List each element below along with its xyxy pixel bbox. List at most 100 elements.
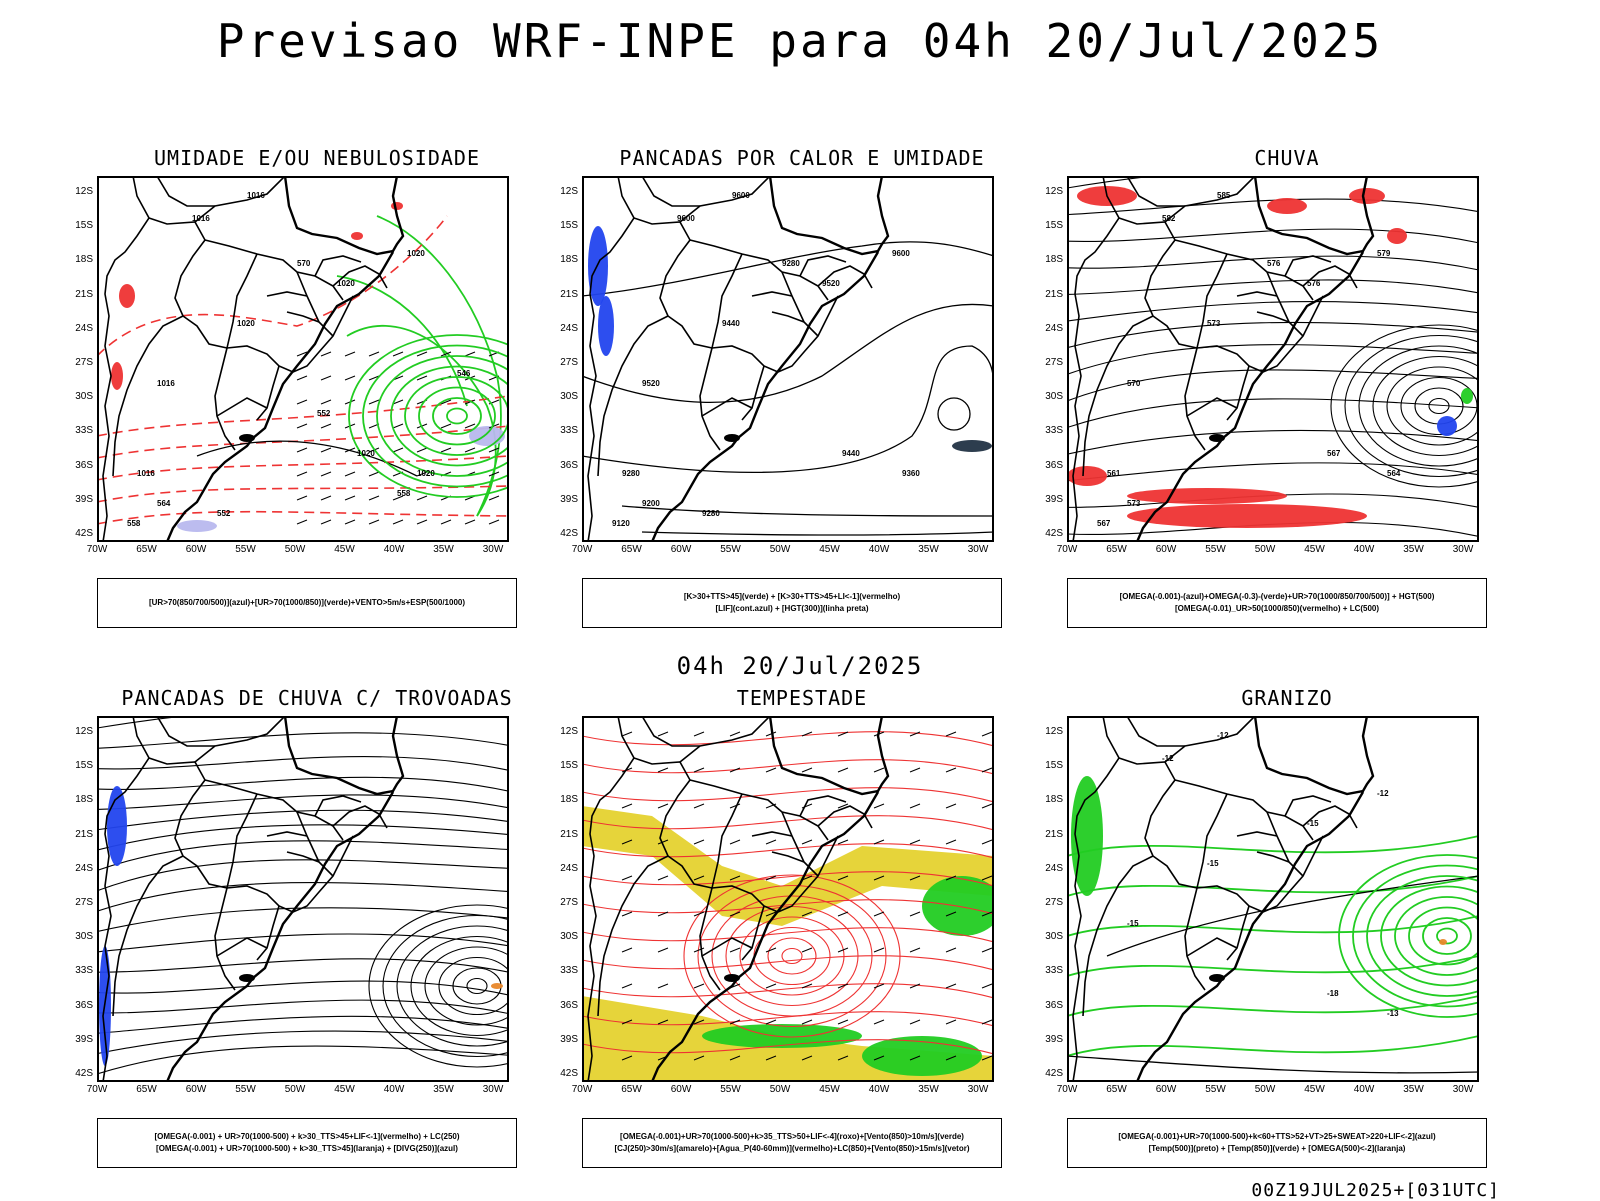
wind-vector	[368, 351, 380, 357]
red-streamline	[582, 1011, 994, 1027]
longitude-label: 45W	[1304, 1084, 1325, 1095]
wind-vector	[440, 399, 452, 405]
wind-vector	[464, 519, 476, 525]
longitude-label: 30W	[482, 544, 504, 555]
wind-vector	[296, 375, 308, 381]
temp850-contour	[1338, 854, 1479, 1018]
wind-vector	[909, 767, 921, 773]
contour-label: 9440	[722, 319, 740, 328]
red-humidity-area	[119, 284, 135, 308]
longitude-label: 30W	[967, 1084, 989, 1095]
latitude-label: 36S	[1045, 999, 1063, 1011]
country-border	[1118, 217, 1198, 349]
wind-vector	[981, 839, 993, 845]
streamline	[97, 824, 509, 851]
country-border	[226, 253, 258, 349]
country-border	[1082, 855, 1154, 1017]
wind-vector	[945, 767, 957, 773]
wind-vector	[981, 875, 993, 881]
longitude-label: 35W	[1403, 1084, 1424, 1095]
hgt300-contour	[582, 303, 994, 403]
country-border	[711, 295, 839, 373]
country-border	[1266, 271, 1304, 337]
wind-vector	[392, 495, 404, 501]
red-thickness-contour	[97, 425, 509, 459]
contour-label: 564	[157, 499, 171, 508]
longitude-label: 50W	[284, 544, 306, 555]
country-border	[741, 365, 765, 421]
wind-vector	[837, 731, 849, 737]
contour-label: -15	[1127, 919, 1139, 928]
country-border	[204, 239, 344, 301]
panel-legend: [OMEGA(-0.001)-(azul)+OMEGA(-0.3)-(verde…	[1067, 578, 1487, 628]
wind-vector	[657, 947, 669, 953]
overlay-layer	[97, 716, 509, 1075]
latitude-label: 30S	[1045, 391, 1063, 403]
latitude-label: 39S	[560, 493, 578, 505]
wind-vector	[344, 447, 356, 453]
contour-label: 570	[297, 259, 311, 268]
latitude-label: 27S	[75, 357, 93, 368]
state-border	[751, 255, 873, 323]
contour-label: 567	[1097, 519, 1111, 528]
wind-vector	[344, 375, 356, 381]
wind-vector	[368, 399, 380, 405]
wind-vector	[693, 1019, 705, 1025]
streamline	[97, 980, 509, 996]
panel-chuva: CHUVA 12S 15S 18S 21S 24S 27S 30S 33S 36S 39S 42S 70…	[1037, 146, 1537, 628]
streamline	[438, 956, 509, 1016]
country-border	[194, 716, 286, 763]
contour-label: 1020	[357, 449, 375, 458]
legend-line: [OMEGA(-0.001)+UR>70(1000-500)+k<60+TTS>…	[1118, 1132, 1436, 1141]
lagoon	[239, 434, 255, 442]
latitude-label: 12S	[560, 726, 578, 737]
map-area: 12S 15S 18S 21S 24S 27S 30S 33S 36S 39S 42S 70W 65W 6…	[1037, 716, 1537, 1116]
wind-vector	[729, 803, 741, 809]
wind-vector	[873, 1055, 885, 1061]
wind-vector	[296, 519, 308, 525]
country-border	[597, 855, 669, 1017]
wind-vector	[945, 1055, 957, 1061]
contour-label: 579	[1377, 249, 1391, 258]
legend-line: [OMEGA(-0.001) + UR>70(1000-500) + k>30_…	[154, 1132, 460, 1141]
country-border	[689, 239, 829, 301]
longitude-label: 35W	[1403, 544, 1424, 555]
wind-vector	[837, 767, 849, 773]
longitude-label: 60W	[670, 1084, 692, 1095]
wind-vector	[693, 911, 705, 917]
latitude-label: 33S	[560, 965, 578, 977]
streamline	[1067, 398, 1479, 429]
wind-vector	[837, 839, 849, 845]
streamline	[97, 840, 509, 871]
contour-label: 573	[1207, 319, 1221, 328]
wind-vector	[909, 839, 921, 845]
contour-label: 1016	[157, 379, 175, 388]
wind-vector	[392, 423, 404, 429]
longitude-label: 40W	[383, 1084, 405, 1095]
map-canvas: 585 582 579 576 573 570 567 564 561 576 573 567	[1067, 176, 1479, 542]
wind-vector	[657, 911, 669, 917]
country-border	[1126, 716, 1185, 747]
wind-vector	[729, 1019, 741, 1025]
wind-vector	[981, 803, 993, 809]
legend-line: [K>30+TTS>45](verde) + [K>30+TTS>45+LI<-…	[683, 592, 901, 601]
wind-vector	[801, 911, 813, 917]
country-border	[641, 176, 700, 207]
wind-vector	[801, 1019, 813, 1025]
wind-vector	[320, 495, 332, 501]
wind-vector	[657, 767, 669, 773]
map-area: 12S 15S 18S 21S 24S 27S 30S 33S 36S 39S 42S 70W 65W 6…	[67, 176, 567, 576]
red-streamline	[582, 787, 994, 803]
contour-labels: 585 582 579 576 573 570 567 564 561 576 573 567	[1097, 191, 1401, 528]
latitude-label: 24S	[1045, 322, 1063, 334]
wind-vector	[765, 767, 777, 773]
latitude-label: 36S	[75, 459, 93, 471]
temp850-contour	[1422, 917, 1472, 955]
temp850-contour	[1380, 885, 1479, 987]
wind-vector	[392, 519, 404, 525]
streamline	[1386, 366, 1479, 446]
longitude-label: 60W	[1155, 544, 1177, 555]
wind-vector	[344, 351, 356, 357]
contour-label: 561	[1107, 469, 1121, 478]
temp500-contour	[1106, 875, 1479, 957]
